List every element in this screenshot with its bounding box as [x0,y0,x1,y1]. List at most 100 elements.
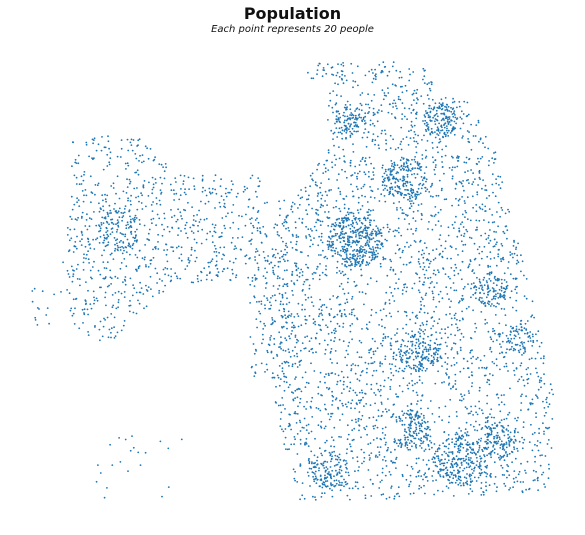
population-point [438,138,441,141]
population-point [463,286,466,288]
population-point [470,357,472,360]
population-point [447,122,450,125]
population-point [284,408,286,410]
population-point [161,495,163,498]
population-point [458,478,461,481]
population-point [473,242,476,245]
population-point [444,154,447,157]
population-point [395,442,398,445]
population-point [344,260,346,263]
population-point [451,129,453,132]
population-point [85,281,87,283]
population-point [484,210,487,212]
population-point [89,243,91,246]
population-point [478,462,481,464]
population-point [350,62,353,65]
population-point [301,221,303,224]
population-point [426,83,429,86]
population-point [347,345,350,347]
population-point [103,317,105,320]
population-point [471,480,474,482]
population-point [541,454,543,456]
population-point [305,319,308,321]
population-point [507,261,510,263]
population-point [313,454,316,457]
population-point [371,482,374,485]
population-point [304,336,306,338]
population-point [351,309,353,311]
population-point [422,262,425,264]
population-point [424,369,427,372]
population-point [163,212,166,215]
population-point [365,327,368,329]
population-point [363,405,365,408]
population-point [354,80,357,83]
population-point [413,282,416,285]
population-point [291,289,294,292]
population-point [422,120,424,122]
population-point [143,180,146,182]
population-point [283,443,286,445]
population-point [418,487,420,490]
population-point [487,221,490,224]
population-point [143,224,146,227]
population-point [420,407,422,410]
population-point [471,382,474,384]
population-point [415,426,417,429]
population-point [335,200,338,202]
population-point [492,444,495,447]
population-point [412,389,415,392]
population-point [449,471,452,474]
population-point [180,259,183,262]
population-point [401,209,404,211]
population-point [453,443,456,446]
population-point [480,437,483,440]
population-point [72,273,75,275]
population-point [437,151,439,154]
population-point [481,409,483,412]
population-point [272,266,274,269]
population-point [471,452,474,455]
population-point [427,443,430,446]
population-point [311,462,313,465]
population-point [428,266,430,268]
population-point [381,242,384,245]
population-point [322,67,325,69]
population-point [331,372,334,374]
population-point [388,70,391,73]
population-point [500,206,503,209]
population-point [470,148,473,151]
population-point [83,253,85,256]
population-point [493,162,495,164]
population-point [476,191,479,194]
population-point [180,188,182,190]
population-point [284,219,286,221]
population-point [293,355,296,357]
population-point [376,227,379,230]
population-point [358,411,361,413]
population-point [418,263,421,265]
population-point [361,370,364,372]
population-point [499,444,502,446]
population-point [155,224,158,227]
population-point [464,171,466,174]
population-point [314,498,317,501]
population-point [377,415,380,417]
population-point [368,106,371,109]
population-point [320,254,322,256]
population-point [523,438,526,441]
population-point [358,237,361,240]
population-point [138,200,140,203]
population-point [188,261,191,264]
population-point [421,422,424,425]
population-point [230,180,233,183]
population-point [106,261,109,264]
population-point [331,166,334,169]
population-point [190,230,193,233]
population-point [414,161,417,163]
population-point [445,103,448,106]
population-point [203,218,206,221]
population-point [460,278,463,281]
population-point [446,368,448,370]
population-point [439,107,441,110]
